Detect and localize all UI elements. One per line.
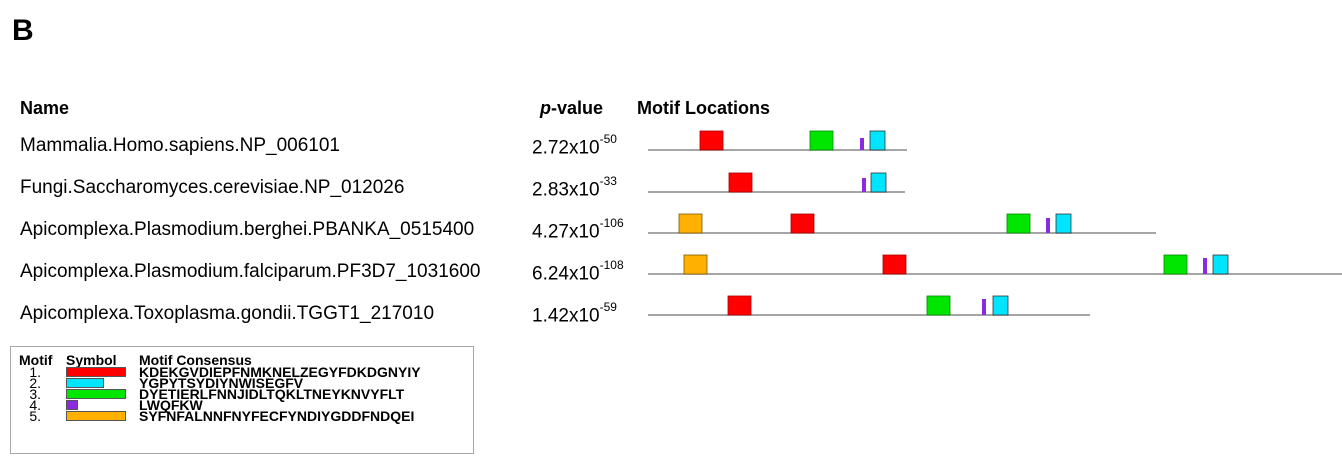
motif-1-block [790,213,815,234]
p-value: 2.83x10-33 [532,174,617,201]
legend-motif-number: 1. [29,364,41,380]
p-value-base: 2.83x10 [532,179,600,201]
motif-4-block [860,138,864,150]
legend-symbol-motif-3 [66,389,126,399]
p-value-base: 1.42x10 [532,305,600,327]
motif-track [648,130,907,151]
sequence-name: Mammalia.Homo.sapiens.NP_006101 [20,135,340,156]
p-value-exponent: -59 [599,300,617,314]
motif-track [648,172,905,193]
motif-legend: Motif Symbol Motif Consensus 1. KDEKGVDI… [10,346,474,454]
motif-1-block [882,254,907,275]
legend-consensus: LWQFKW [139,397,203,413]
p-value-suffix: -value [551,98,604,118]
legend-motif-number: 2. [29,375,41,391]
p-value: 1.42x10-59 [532,300,617,327]
legend-consensus: SYFNFALNNFNYFECFYNDIYGDDFNDQEI [139,408,415,424]
legend-consensus: KDEKGVDIEPFNMKNELZEGYFDKDGNYIY [139,364,421,380]
legend-symbol-motif-2 [66,378,104,388]
p-value: 2.72x10-50 [532,132,617,159]
motif-3-block [926,295,951,316]
motif-2-block [870,172,887,193]
sequence-name: Apicomplexa.Plasmodium.falciparum.PF3D7_… [20,261,481,282]
p-value-exponent: -33 [599,174,617,188]
sequence-name: Apicomplexa.Plasmodium.berghei.PBANKA_05… [20,219,475,240]
motif-5-block [678,213,703,234]
motif-3-block [1006,213,1031,234]
legend-symbol-motif-5 [66,411,126,421]
motif-1-block [727,295,752,316]
p-italic: p [540,98,551,118]
p-value-base: 2.72x10 [532,137,600,159]
motif-4-block [982,299,986,315]
legend-consensus: DYETIERLFNNJIDLTQKLTNEYKNVYFLT [139,386,405,402]
p-value-exponent: -108 [599,258,624,272]
p-value-base: 4.27x10 [532,221,600,243]
legend-motif-number: 5. [29,408,41,424]
sequence-name: Apicomplexa.Toxoplasma.gondii.TGGT1_2170… [20,303,435,324]
motif-2-block [1055,213,1072,234]
motif-2-block [869,130,886,151]
motif-tracks [648,130,1342,316]
p-value: 6.24x10-108 [532,258,624,285]
legend-symbol-motif-4 [66,400,78,410]
sequence-name: Fungi.Saccharomyces.cerevisiae.NP_012026 [20,177,405,198]
motif-2-block [992,295,1009,316]
motif-track [648,295,1090,316]
p-value: 4.27x10-106 [532,216,624,243]
name-column-header: Name [20,98,70,118]
panel-label: B [12,14,34,47]
motif-1-block [728,172,753,193]
motif-4-block [862,178,866,192]
motif-2-block [1212,254,1229,275]
p-value-exponent: -106 [599,216,624,230]
motif-3-block [809,130,834,151]
motif-track [648,254,1342,275]
motif-1-block [699,130,724,151]
p-value-column-header: p-value [540,98,603,119]
legend-symbol-motif-1 [66,367,126,377]
legend-consensus: YGPYTSYDIYNWISEGFV [139,375,304,391]
legend-motif-header: Motif [19,352,53,368]
motif-5-block [683,254,708,275]
legend-motif-number: 3. [29,386,41,402]
motif-4-block [1046,218,1050,233]
motif-3-block [1163,254,1188,275]
motif-locations-header: Motif Locations [637,98,770,118]
legend-consensus-header: Motif Consensus [139,352,252,368]
p-value-base: 6.24x10 [532,263,600,285]
legend-motif-number: 4. [29,397,41,413]
legend-symbol-header: Symbol [66,352,117,368]
motif-4-block [1203,258,1207,274]
p-value-exponent: -50 [599,132,617,146]
motif-track [648,213,1156,234]
